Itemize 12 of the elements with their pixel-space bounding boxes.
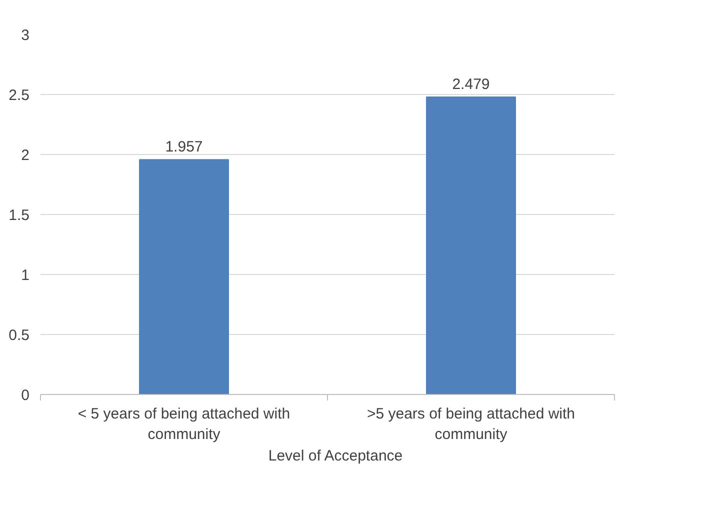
y-tick-label: 0: [21, 387, 30, 404]
y-tick-label: 3: [21, 27, 30, 44]
text: Level of Acceptance: [268, 448, 403, 464]
data-label: 2.479: [452, 76, 490, 94]
y-tick-label: 0.5: [8, 327, 30, 344]
y-tick-label: 1: [21, 267, 30, 284]
y-tick-label: 1.5: [8, 207, 30, 224]
data-label: 1.957: [165, 138, 203, 156]
x-tick-label: < 5 years of being attached with community: [78, 406, 290, 443]
x-tick-label: >5 years of being attached with community: [366, 406, 576, 443]
y-tick-label: 2.5: [8, 87, 30, 104]
y-tick-label: 2: [21, 147, 30, 164]
